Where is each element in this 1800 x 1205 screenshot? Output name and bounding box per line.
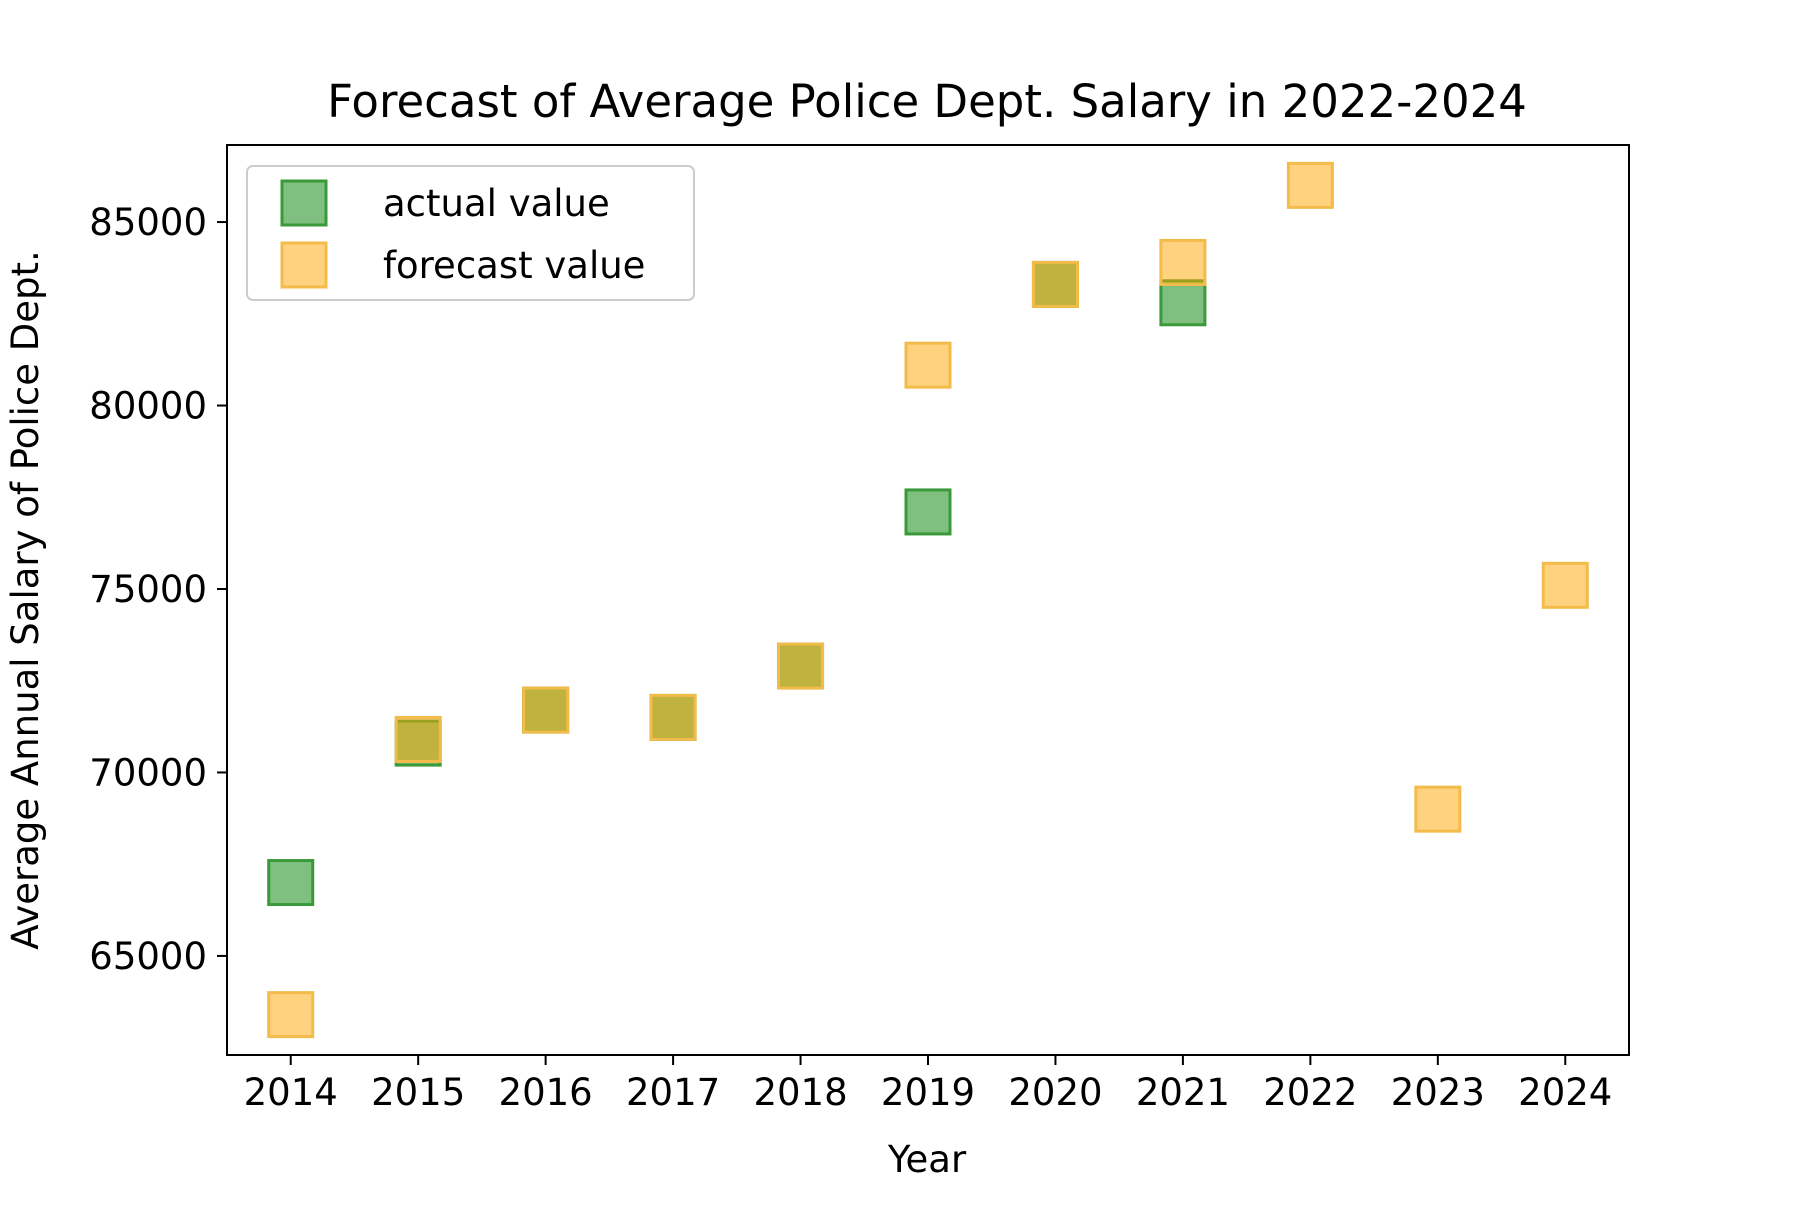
data-point (777, 642, 825, 690)
legend-label: actual value (383, 182, 610, 225)
x-axis-label: Year (887, 1138, 967, 1181)
series-1-markers (267, 161, 1589, 1039)
data-point (1159, 238, 1207, 286)
data-point (1414, 785, 1462, 833)
data-point (522, 686, 570, 734)
chart-title: Forecast of Average Police Dept. Salary … (327, 75, 1527, 128)
legend-label: forecast value (383, 244, 645, 287)
legend-marker (280, 179, 328, 227)
legend-box (246, 165, 695, 301)
y-tick-label: 80000 (89, 385, 207, 428)
x-tick-label: 2014 (244, 1071, 338, 1114)
x-tick-label: 2015 (371, 1071, 465, 1114)
data-point (1286, 161, 1334, 209)
x-tick-label: 2022 (1263, 1071, 1357, 1114)
legend: actual value forecast value (246, 165, 695, 301)
x-tick-label: 2018 (753, 1071, 847, 1114)
y-tick-label: 70000 (89, 751, 207, 794)
data-point (394, 715, 442, 763)
axis-ticks: 2014 2015 2016 2017 2018 2019 2020 2021 2022 2023… (89, 201, 1612, 1114)
y-axis-label: Average Annual Salary of Police Dept. (4, 250, 47, 950)
data-point (1159, 279, 1207, 327)
data-point (904, 488, 952, 536)
data-point (1031, 260, 1079, 308)
data-markers (267, 161, 1589, 1039)
data-point (904, 341, 952, 389)
x-tick-label: 2020 (1008, 1071, 1102, 1114)
data-point (1541, 561, 1589, 609)
x-tick-label: 2019 (881, 1071, 975, 1114)
x-tick-label: 2023 (1391, 1071, 1485, 1114)
x-tick-label: 2016 (499, 1071, 593, 1114)
x-tick-label: 2021 (1136, 1071, 1230, 1114)
plot-frame (226, 144, 1630, 1056)
data-point (649, 693, 697, 741)
y-tick-label: 75000 (89, 568, 207, 611)
y-tick-label: 85000 (89, 201, 207, 244)
x-tick-label: 2017 (626, 1071, 720, 1114)
series-0-markers (267, 260, 1207, 907)
y-tick-label: 65000 (89, 935, 207, 978)
x-tick-label: 2024 (1518, 1071, 1612, 1114)
data-point (267, 859, 315, 907)
data-point (267, 991, 315, 1039)
legend-marker (280, 241, 328, 289)
